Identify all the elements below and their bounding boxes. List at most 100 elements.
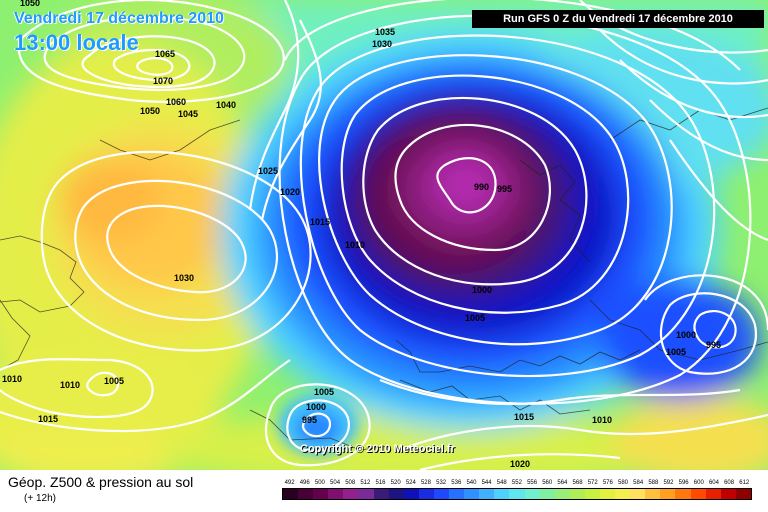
isobar-label: 1005 — [666, 347, 686, 357]
legend-subtitle: (+ 12h) — [24, 493, 56, 504]
scale-swatch — [358, 489, 374, 499]
isobar-label: 1010 — [2, 374, 22, 384]
isobar-label: 1000 — [676, 330, 696, 340]
isobar-label: 1060 — [166, 97, 186, 107]
scale-tick-label: 572 — [587, 480, 598, 486]
isobar-label: 995 — [497, 184, 512, 194]
scale-swatch — [569, 489, 585, 499]
isobar-label: 1020 — [280, 187, 300, 197]
isobar-label: 1015 — [310, 217, 330, 227]
isobar-label: 1050 — [140, 106, 160, 116]
isobar-label: 995 — [706, 340, 721, 350]
scale-swatch — [479, 489, 495, 499]
scale-swatch — [283, 489, 299, 499]
isobar-label: 1070 — [153, 76, 173, 86]
legend-title: Géop. Z500 & pression au sol — [8, 474, 194, 490]
scale-tick-label: 584 — [633, 480, 644, 486]
scale-tick-label: 544 — [481, 480, 492, 486]
scale-swatch — [705, 489, 721, 499]
scale-swatch — [418, 489, 434, 499]
scale-swatch — [584, 489, 600, 499]
scale-swatch — [328, 489, 344, 499]
scale-tick-label: 612 — [739, 480, 750, 486]
scale-swatch — [449, 489, 465, 499]
isobar-label: 1020 — [510, 459, 530, 469]
isobar-label: 1035 — [375, 27, 395, 37]
isobar-label: 995 — [302, 415, 317, 425]
scale-swatch — [554, 489, 570, 499]
isobar-label: 1010 — [592, 415, 612, 425]
forecast-time: 13:00 locale — [14, 30, 139, 55]
scale-tick-label: 508 — [345, 480, 356, 486]
scale-tick-label: 552 — [511, 480, 522, 486]
scale-tick-label: 560 — [542, 480, 553, 486]
isobar-label: 1000 — [306, 402, 326, 412]
isobar-label: 1065 — [155, 49, 175, 59]
isobar-label: 1005 — [465, 313, 485, 323]
scale-swatch — [690, 489, 706, 499]
scale-tick-label: 532 — [436, 480, 447, 486]
isobar-label: 1010 — [345, 240, 365, 250]
isobar-label: 990 — [474, 182, 489, 192]
color-scale-ticks: 492 496 500 504 508 512 516 520 524 528 532 536 540 5… — [282, 479, 752, 488]
scale-swatch — [524, 489, 540, 499]
map-canvas: 1050 1065 1070 1050 1060 1045 1040 1035 … — [0, 0, 768, 470]
scale-tick-label: 608 — [724, 480, 735, 486]
scale-tick-label: 516 — [375, 480, 386, 486]
legend-footer: Géop. Z500 & pression au sol (+ 12h) 492… — [0, 470, 768, 512]
scale-tick-label: 540 — [466, 480, 477, 486]
scale-tick-label: 600 — [693, 480, 704, 486]
scale-swatch — [675, 489, 691, 499]
color-scale-bar — [282, 488, 752, 500]
scale-swatch — [298, 489, 314, 499]
isobar-label: 1030 — [174, 273, 194, 283]
isobar-label: 1040 — [216, 100, 236, 110]
scale-swatch — [343, 489, 359, 499]
run-info: Run GFS 0 Z du Vendredi 17 décembre 2010 — [472, 10, 764, 28]
copyright-notice: Copyright © 2010 Meteociel.fr — [300, 443, 455, 455]
color-scale: 492 496 500 504 508 512 516 520 524 528 532 536 540 5… — [282, 479, 752, 501]
scale-tick-label: 596 — [678, 480, 689, 486]
scale-tick-label: 580 — [618, 480, 629, 486]
scale-tick-label: 504 — [330, 480, 341, 486]
isobar-label: 1025 — [258, 166, 278, 176]
scale-swatch — [660, 489, 676, 499]
isobar-label: 1050 — [20, 0, 40, 8]
scale-swatch — [464, 489, 480, 499]
geopotential-field — [0, 0, 768, 470]
scale-tick-label: 604 — [708, 480, 719, 486]
isobar-label: 1005 — [104, 376, 124, 386]
scale-swatch — [645, 489, 661, 499]
scale-tick-label: 528 — [420, 480, 431, 486]
scale-tick-label: 536 — [451, 480, 462, 486]
scale-swatch — [433, 489, 450, 499]
scale-swatch — [509, 489, 525, 499]
scale-swatch — [403, 489, 419, 499]
scale-tick-label: 496 — [299, 480, 310, 486]
isobar-label: 1015 — [514, 412, 534, 422]
scale-swatch — [373, 489, 389, 499]
scale-swatch — [494, 489, 510, 499]
scale-swatch — [539, 489, 555, 499]
scale-tick-label: 512 — [360, 480, 371, 486]
isobar-label: 1010 — [60, 380, 80, 390]
scale-tick-label: 500 — [314, 480, 325, 486]
scale-swatch — [630, 489, 646, 499]
scale-tick-label: 556 — [527, 480, 538, 486]
scale-swatch — [735, 489, 751, 499]
isobar-label: 1030 — [372, 39, 392, 49]
scale-tick-label: 492 — [284, 480, 295, 486]
scale-tick-label: 520 — [390, 480, 401, 486]
scale-tick-label: 576 — [602, 480, 613, 486]
scale-tick-label: 564 — [557, 480, 568, 486]
isobar-label: 1005 — [314, 387, 334, 397]
scale-swatch — [720, 489, 736, 499]
isobar-label: 1000 — [472, 285, 492, 295]
isobar-label: 1015 — [38, 414, 58, 424]
scale-swatch — [313, 489, 329, 499]
forecast-date: Vendredi 17 décembre 2010 — [14, 10, 224, 27]
weather-map: 1050 1065 1070 1050 1060 1045 1040 1035 … — [0, 0, 768, 470]
scale-tick-label: 588 — [648, 480, 659, 486]
scale-tick-label: 548 — [496, 480, 507, 486]
